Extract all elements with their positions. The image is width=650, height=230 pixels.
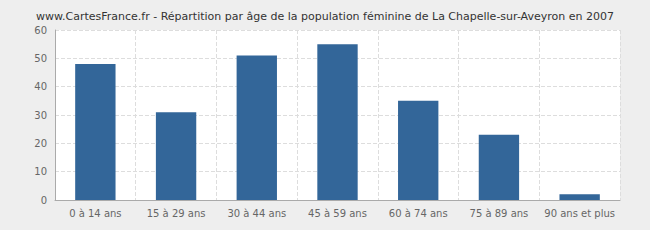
svg-text:60 à 74 ans: 60 à 74 ans: [389, 208, 448, 219]
svg-text:15 à 29 ans: 15 à 29 ans: [147, 208, 206, 219]
svg-text:50: 50: [34, 53, 47, 64]
svg-text:0: 0: [41, 195, 47, 206]
svg-text:45 à 59 ans: 45 à 59 ans: [308, 208, 367, 219]
svg-text:10: 10: [34, 166, 47, 177]
svg-text:90 ans et plus: 90 ans et plus: [544, 208, 615, 219]
svg-text:30 à 44 ans: 30 à 44 ans: [227, 208, 286, 219]
svg-text:75 à 89 ans: 75 à 89 ans: [470, 208, 529, 219]
svg-text:30: 30: [34, 110, 47, 121]
svg-text:0 à 14 ans: 0 à 14 ans: [69, 208, 121, 219]
svg-text:20: 20: [34, 138, 47, 149]
svg-text:60: 60: [34, 25, 47, 36]
svg-text:www.CartesFrance.fr - Répartit: www.CartesFrance.fr - Répartition par âg…: [36, 10, 614, 23]
svg-text:40: 40: [34, 81, 47, 92]
